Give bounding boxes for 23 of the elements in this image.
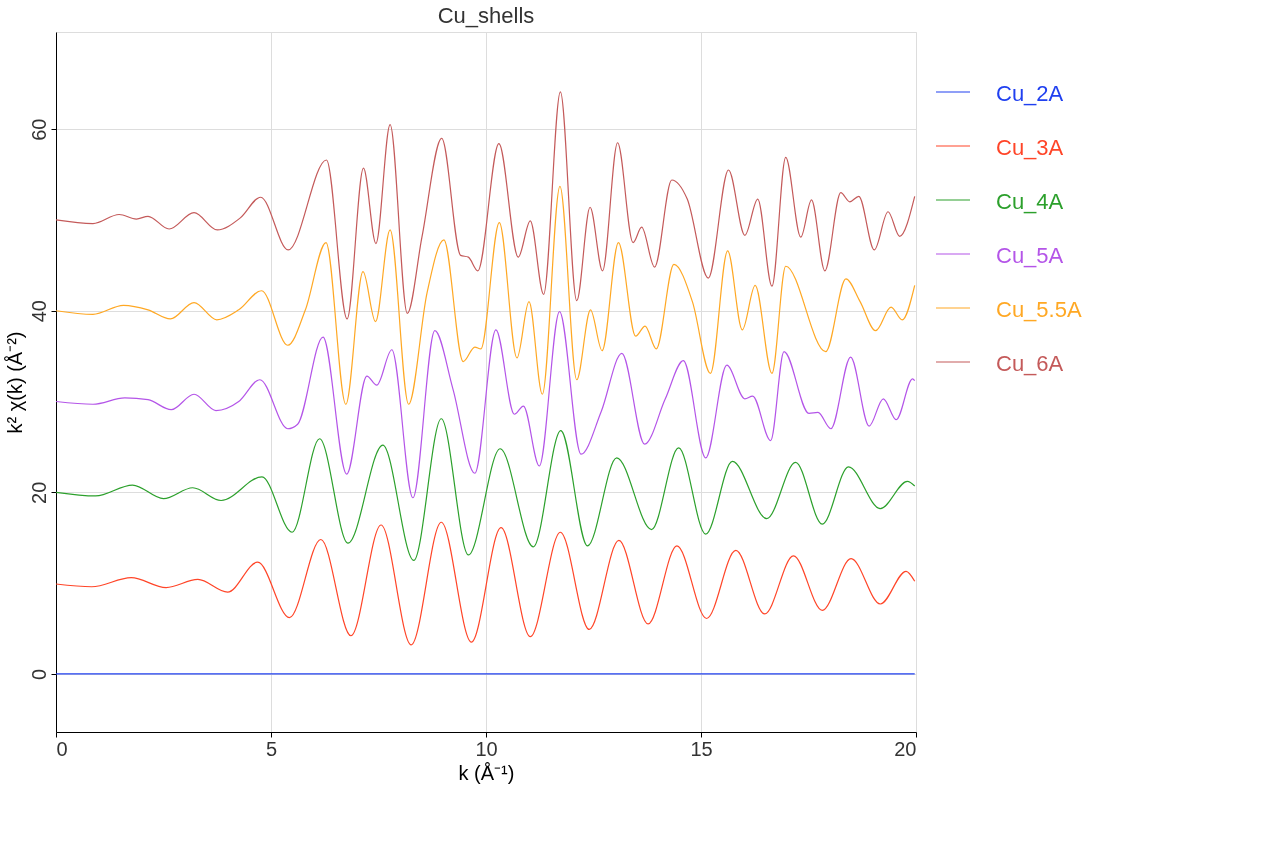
legend-label: Cu_4A (996, 189, 1064, 214)
chart-title: Cu_shells (437, 3, 535, 28)
legend-label: Cu_3A (996, 135, 1064, 160)
x-axis-title: k (Å⁻¹) (458, 761, 515, 784)
x-tick-label: 20 (894, 737, 917, 760)
x-tick-label: 15 (690, 737, 713, 760)
line-series (56, 418, 916, 562)
x-tick-label: 5 (265, 737, 278, 760)
y-tick-label: 60 (27, 118, 50, 141)
y-tick-label: 40 (27, 300, 50, 323)
legend-label: Cu_2A (996, 81, 1064, 106)
line-series (56, 91, 916, 320)
y-axis-title: k² χ(k) (Å⁻²) (3, 331, 26, 434)
line-series (56, 521, 916, 646)
x-tick-label: 10 (475, 737, 498, 760)
y-tick-label: 0 (27, 668, 50, 680)
legend-label: Cu_5A (996, 243, 1064, 268)
legend-label: Cu_6A (996, 351, 1064, 376)
x-tick-label: 0 (56, 737, 68, 760)
legend-label: Cu_5.5A (996, 297, 1082, 322)
y-tick-label: 20 (27, 481, 50, 504)
line-series (56, 185, 916, 405)
line-series (56, 311, 916, 499)
